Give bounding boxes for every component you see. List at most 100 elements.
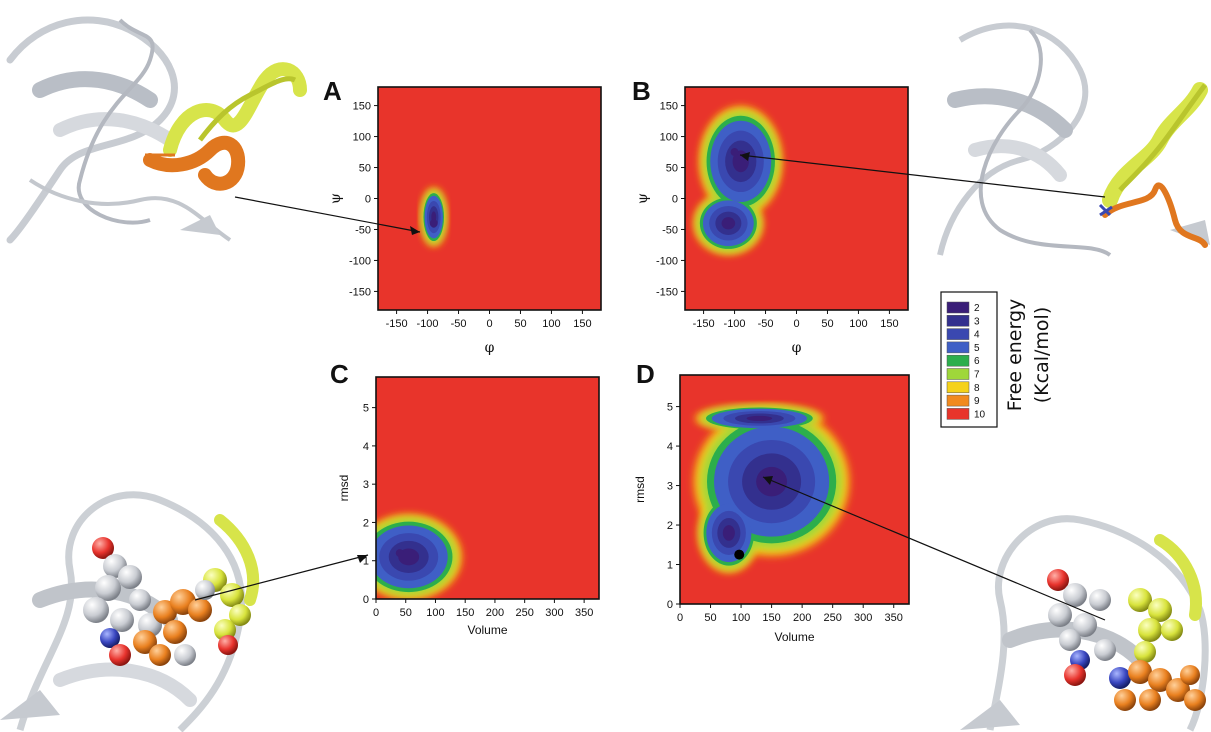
y-tick-label: 0 <box>365 194 371 206</box>
legend-title-line2: (Kcal/mol) <box>1031 307 1053 403</box>
x-tick-label: 300 <box>545 607 563 619</box>
legend-swatch-6 <box>946 354 970 367</box>
panel-b: B -150 -100 -50 0 50 100 150 150 100 50 0 -50 -100 -15… <box>632 76 909 356</box>
heatmap-background <box>378 87 601 310</box>
color-legend: 2 3 4 5 6 7 8 9 10 Free energy (Kcal/mol) <box>940 291 1053 428</box>
energy-minimum <box>767 469 776 478</box>
legend-swatch-8 <box>946 381 970 394</box>
y-tick-label: 2 <box>667 520 673 532</box>
protein-spheres-bottom-right <box>960 515 1209 732</box>
x-tick-label: 200 <box>486 607 504 619</box>
x-tick-label: 300 <box>854 612 872 624</box>
well-band-9-1 <box>721 217 736 230</box>
y-axis-label: ψ <box>635 193 651 204</box>
y-tick-label: -50 <box>662 224 678 236</box>
x-tick-label: 50 <box>514 318 526 330</box>
panel-c: C 0 50 100 150 200 250 300 350 5 4 3 2 1 0 Volume rmsd <box>330 359 600 637</box>
annotation-arrows <box>194 152 1106 621</box>
panel-letter-b: B <box>632 76 651 106</box>
x-tick-label: 250 <box>823 612 841 624</box>
y-tick-label: 4 <box>667 441 673 453</box>
y-tick-label: 5 <box>363 403 369 415</box>
legend-swatch-10 <box>946 408 970 420</box>
loop-orange-b <box>1098 182 1208 248</box>
plot-frame <box>375 376 600 600</box>
legend-label-10: 10 <box>974 409 986 420</box>
protein-cartoon-top-right <box>937 22 1210 257</box>
y-axis-label: rmsd <box>337 475 351 502</box>
x-tick-label: 100 <box>426 607 444 619</box>
panel-letter-a: A <box>323 76 342 106</box>
x-axis-label: φ <box>792 340 802 356</box>
x-tick-label: 200 <box>793 612 811 624</box>
x-tick-label: 150 <box>880 318 898 330</box>
legend-title-line1: Free energy <box>1004 299 1026 412</box>
y-tick-label: 0 <box>672 194 678 206</box>
y-tick-label: 1 <box>363 556 369 568</box>
helix-yellow-b <box>1102 82 1208 208</box>
x-tick-label: 100 <box>542 318 560 330</box>
x-tick-label: 150 <box>573 318 591 330</box>
x-tick-label: 0 <box>793 318 799 330</box>
x-axis-label: φ <box>485 340 495 356</box>
energy-minimum <box>730 148 739 157</box>
energy-wells <box>376 514 462 599</box>
y-tick-label: 100 <box>660 132 678 144</box>
y-tick-label: -100 <box>349 255 371 267</box>
arrow-a <box>234 196 421 233</box>
x-tick-label: 250 <box>515 607 533 619</box>
legend-swatch-3 <box>946 315 970 327</box>
legend-label-7: 7 <box>974 370 980 381</box>
y-tick-label: 2 <box>363 517 369 529</box>
x-tick-label: -150 <box>386 318 408 330</box>
arrow-b <box>739 154 1106 198</box>
x-tick-label: 0 <box>486 318 492 330</box>
well-band-9-2 <box>722 525 735 541</box>
x-axis-label: Volume <box>467 623 507 637</box>
energy-wells <box>693 105 783 255</box>
legend-label-3: 3 <box>974 316 980 327</box>
x-tick-label: 350 <box>575 607 593 619</box>
arrow-d <box>762 476 1106 621</box>
x-tick-label: 150 <box>456 607 474 619</box>
y-tick-label: 0 <box>667 599 673 611</box>
x-axis-label: Volume <box>774 630 814 644</box>
y-tick-label: 0 <box>363 594 369 606</box>
energy-minimum <box>395 549 404 558</box>
y-axis-label: ψ <box>328 193 344 204</box>
y-tick-label: -150 <box>349 286 371 298</box>
y-tick-label: 100 <box>353 132 371 144</box>
legend-swatch-2 <box>946 301 970 314</box>
legend-label-5: 5 <box>974 343 980 354</box>
y-tick-label: 1 <box>667 560 673 572</box>
y-tick-label: 50 <box>666 163 678 175</box>
well-band-9-1 <box>746 415 773 422</box>
x-tick-label: 50 <box>821 318 833 330</box>
arrow-c <box>194 554 369 601</box>
legend-label-9: 9 <box>974 396 980 407</box>
legend-label-6: 6 <box>974 356 980 367</box>
y-tick-label: 150 <box>353 101 371 113</box>
y-tick-label: 5 <box>667 402 673 414</box>
y-tick-label: 150 <box>660 101 678 113</box>
panel-a: A -150 -100 -50 0 50 100 150 150 100 50 0 -50 -100 -15… <box>323 76 602 356</box>
energy-wells <box>421 187 447 247</box>
energy-wells <box>692 405 851 573</box>
x-tick-label: 0 <box>373 607 379 619</box>
y-axis-label: rmsd <box>633 476 647 503</box>
plot-frame <box>679 374 910 605</box>
x-tick-label: 0 <box>677 612 683 624</box>
y-tick-label: -50 <box>355 224 371 236</box>
panel-letter-c: C <box>330 359 349 389</box>
y-tick-label: 3 <box>363 479 369 491</box>
helix-yellow-a <box>163 62 307 157</box>
well-band-9-0 <box>756 466 788 497</box>
y-tick-label: 50 <box>359 163 371 175</box>
x-tick-label: -50 <box>451 318 467 330</box>
x-tick-label: -100 <box>417 318 439 330</box>
heatmap-charts: A-150 -100 -50 0 50 100 150150100500-50-100-15… <box>323 76 910 644</box>
protein-spheres-bottom-left <box>0 491 260 732</box>
x-tick-label: -100 <box>724 318 746 330</box>
legend-label-4: 4 <box>974 330 980 341</box>
